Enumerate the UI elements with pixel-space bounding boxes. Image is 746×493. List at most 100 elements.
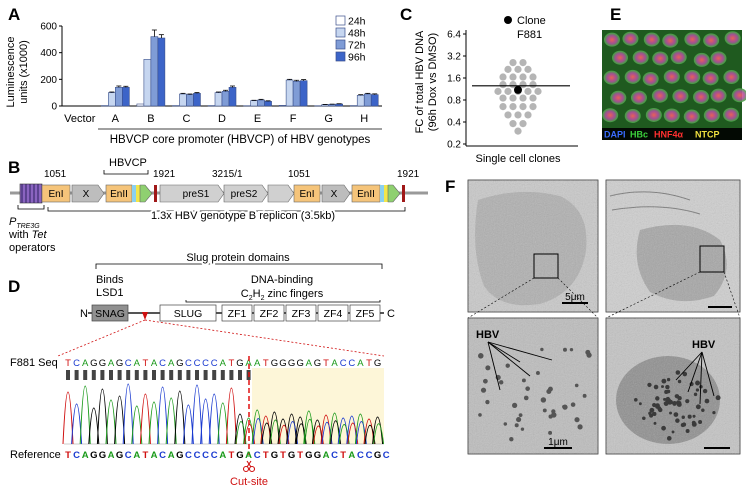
- panel-b-red-mark-2: [402, 185, 405, 202]
- seq-letter: C: [73, 358, 80, 369]
- panel-a-xlabel: HBVCP core promoter (HBVCP) of HBV genot…: [110, 134, 371, 146]
- seq-letter: G: [374, 358, 381, 369]
- panel-d-top-bracket: [95, 263, 383, 269]
- panel-d-zinc-h: H: [253, 288, 261, 300]
- seq-letter: T: [142, 358, 148, 369]
- c-point: [519, 120, 527, 128]
- virus-particle: [512, 402, 518, 409]
- ref-letter: C: [254, 450, 261, 461]
- panel-b-eni-2: EnI: [299, 189, 314, 200]
- trace-peak: [208, 393, 220, 445]
- a-bar: [264, 101, 272, 107]
- panel-f-zoom-1b: [557, 277, 599, 319]
- seq-letter: G: [99, 358, 106, 369]
- virus-particle: [681, 422, 687, 427]
- virus-particle: [498, 380, 504, 385]
- trace-peak: [200, 398, 212, 445]
- quality-bar: [83, 370, 88, 380]
- ref-letter: A: [133, 450, 140, 461]
- virus-particle: [570, 402, 576, 407]
- a-category-label: F: [290, 113, 297, 125]
- a-bar: [221, 91, 230, 107]
- ref-letter: T: [142, 450, 148, 461]
- panel-b-tet-post: operators: [9, 242, 56, 254]
- panel-b-grey-arrow: [267, 184, 295, 203]
- a-bar: [157, 37, 166, 107]
- panel-e-legend: DAPI HBc HNF4α NTCP: [604, 130, 720, 140]
- virus-particle: [536, 371, 540, 375]
- virus-particle: [551, 409, 556, 414]
- virus-particle: [675, 370, 681, 375]
- virus-particle: [482, 378, 488, 384]
- panel-b-x-arrow-2: [321, 184, 351, 203]
- panel-e-label: E: [610, 5, 621, 24]
- panel-b-hbvcp: HBVCP: [109, 157, 147, 169]
- ref-letter: T: [263, 450, 269, 461]
- e-nucleus: [723, 107, 740, 122]
- c-point: [509, 73, 517, 81]
- panel-f-zoom-2a: [605, 271, 701, 319]
- panel-b-replicon-halo: 1.3x HBV genotype B replicon (3.5kb): [151, 210, 335, 222]
- quality-bar: [229, 370, 234, 380]
- c-point: [499, 80, 507, 89]
- panel-b-stripe-blue-1: [132, 185, 136, 202]
- panel-b-promoter-p: P: [9, 216, 17, 228]
- quality-bar: [91, 370, 96, 380]
- zinc-finger-box: [349, 304, 381, 322]
- virus-particle: [516, 417, 522, 423]
- quality-bar: [152, 370, 156, 380]
- ref-letter: A: [82, 450, 89, 461]
- c-point: [509, 58, 517, 67]
- virus-particle: [634, 398, 638, 402]
- panel-d-slug-box: [159, 304, 217, 322]
- ref-letter: A: [151, 450, 158, 461]
- a-legend-label: 24h: [348, 16, 366, 28]
- a-bar: [250, 100, 258, 107]
- trace-peak: [354, 413, 366, 445]
- c-point: [534, 87, 542, 95]
- panel-f-virus-particles-2: [634, 370, 721, 441]
- virus-particle: [562, 404, 566, 409]
- panel-d-ref-label: Reference: [10, 449, 61, 461]
- trace-peak: [79, 385, 91, 445]
- ref-letter: A: [168, 450, 175, 461]
- panel-d-zinc-sub1: 2: [249, 295, 253, 302]
- panel-d-n-term: N: [80, 308, 88, 320]
- virus-particle: [642, 416, 646, 421]
- virus-particle: [677, 379, 682, 384]
- virus-particle: [687, 414, 692, 419]
- ref-letter: A: [245, 450, 252, 461]
- panel-c-points: [494, 58, 542, 135]
- trace-peak: [139, 393, 151, 445]
- seq-letter: T: [65, 358, 71, 369]
- e-nucleus: [642, 71, 659, 86]
- a-legend-label: 96h: [348, 52, 366, 64]
- seq-letter: A: [168, 358, 175, 369]
- c-point: [499, 73, 507, 81]
- quality-bar: [212, 370, 217, 380]
- panel-a-ylabel-1: Luminescence: [5, 37, 17, 108]
- a-bar: [193, 93, 201, 107]
- virus-particle: [695, 388, 700, 392]
- e-nucleus: [684, 69, 701, 84]
- c-ytick-label: 0.2: [447, 140, 461, 151]
- e-nucleus: [611, 50, 628, 65]
- a-legend-swatch: [335, 39, 346, 50]
- ref-letter: T: [228, 450, 234, 461]
- c-point: [529, 102, 537, 111]
- quality-bar: [186, 370, 191, 380]
- e-nucleus: [652, 51, 669, 66]
- e-nucleus: [630, 90, 647, 105]
- c-point: [529, 94, 537, 102]
- c-point: [504, 65, 512, 73]
- trace-peak: [105, 399, 117, 445]
- panel-a-label: A: [8, 5, 20, 24]
- panel-e-cells: [602, 31, 746, 124]
- quality-bar: [134, 370, 139, 380]
- panel-f-em-1-texture: [468, 180, 598, 312]
- e-nucleus: [651, 88, 668, 103]
- virus-particle: [665, 384, 670, 390]
- seq-letter: G: [176, 358, 183, 369]
- c-point: [514, 111, 522, 119]
